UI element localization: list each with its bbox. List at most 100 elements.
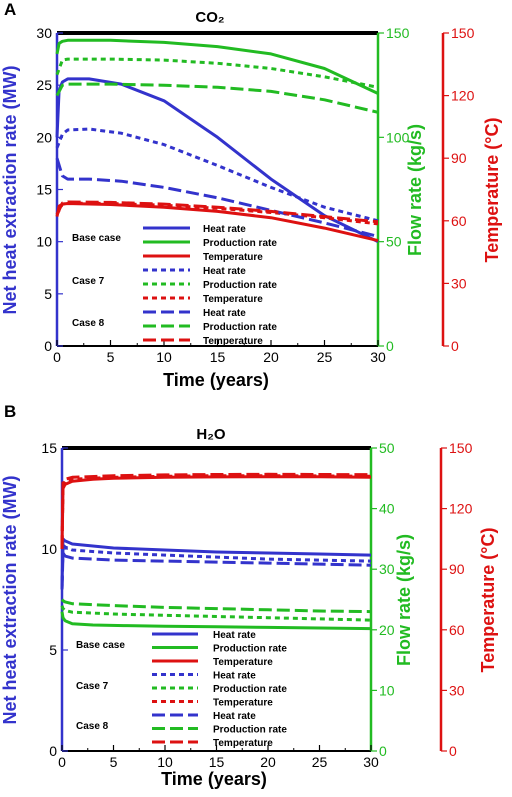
y3-axis-title: Temperature (°C): [478, 528, 498, 673]
panel-label: A: [4, 0, 16, 19]
y2-tick-label: 40: [379, 501, 395, 517]
legend: Base case Case 7 Case 8 Heat rate Production…: [72, 224, 277, 347]
series-case-7-production-rate: [60, 605, 372, 622]
series-case-8-temperature: [55, 200, 379, 224]
legend-group-label: Base case: [76, 640, 125, 651]
series-case-7-heat-rate: [60, 543, 372, 590]
y-axis-title: Net heat extraction rate (MW): [0, 65, 20, 314]
legend-item-label: Temperature: [213, 657, 273, 668]
y-tick-label: 0: [44, 338, 52, 354]
legend-item-label: Heat rate: [213, 630, 256, 641]
y-tick-label: 20: [36, 129, 52, 145]
y3-tick-label: 60: [449, 622, 465, 638]
legend-item-label: Heat rate: [213, 711, 256, 722]
series-case-7-heat-rate: [55, 127, 379, 223]
legend-item-label: Production rate: [203, 280, 277, 291]
legend-item-label: Temperature: [213, 698, 273, 709]
y2-tick-label: 0: [379, 743, 387, 759]
chart-title: H₂O: [196, 426, 225, 443]
legend-item-label: Production rate: [203, 238, 277, 249]
y2-tick-label: 150: [386, 25, 410, 41]
y3-tick-label: 150: [451, 25, 475, 41]
x-tick-label: 15: [209, 754, 225, 770]
y2-axis-title: Flow rate (kg/s): [394, 534, 414, 666]
legend-item-label: Heat rate: [203, 266, 246, 277]
series-base-case-heat-rate: [60, 537, 372, 590]
y2-tick-label: 20: [379, 622, 395, 638]
legend-item-label: Production rate: [213, 684, 287, 695]
legend-item-label: Temperature: [213, 738, 273, 749]
y-axis-title: Net heat extraction rate (MW): [0, 475, 20, 724]
x-axis-title: Time (years): [163, 370, 269, 390]
y2-tick-label: 100: [386, 129, 410, 145]
y3-tick-label: 60: [451, 213, 467, 229]
x-tick-label: 10: [156, 349, 172, 365]
series-base-case-production-rate: [60, 611, 372, 631]
series-base-case-temperature: [60, 475, 372, 550]
series-case-7-temperature: [60, 474, 372, 550]
x-tick-label: 0: [58, 754, 66, 770]
y2-axis-title: Flow rate (kg/s): [405, 124, 425, 256]
y-tick-label: 5: [44, 286, 52, 302]
x-axis-title: Time (years): [161, 769, 267, 789]
legend-group-label: Case 7: [76, 681, 109, 692]
y3-tick-label: 0: [451, 338, 459, 354]
y3-axis-title: Temperature (°C): [482, 118, 502, 263]
x-tick-label: 15: [210, 349, 226, 365]
y-tick-label: 5: [49, 642, 57, 658]
x-tick-label: 5: [107, 349, 115, 365]
x-tick-label: 30: [363, 754, 379, 770]
y3-tick-label: 120: [451, 88, 475, 104]
legend-item-label: Temperature: [203, 252, 263, 263]
x-tick-label: 5: [110, 754, 118, 770]
legend-group-label: Case 8: [72, 318, 105, 329]
legend-item-label: Production rate: [213, 644, 287, 655]
legend-group-label: Base case: [72, 233, 121, 244]
series-case-8-temperature: [60, 472, 372, 550]
legend-item-label: Temperature: [203, 336, 263, 347]
y3-tick-label: 30: [451, 275, 467, 291]
series-base-case-production-rate: [55, 38, 379, 95]
x-tick-label: 25: [317, 349, 333, 365]
x-tick-label: 30: [370, 349, 386, 365]
legend-item-label: Heat rate: [203, 308, 246, 319]
y3-tick-label: 30: [449, 682, 465, 698]
panel-label: B: [4, 402, 16, 421]
x-tick-label: 20: [260, 754, 276, 770]
legend-item-label: Heat rate: [213, 671, 256, 682]
legend-item-label: Production rate: [203, 322, 277, 333]
y2-tick-label: 10: [379, 682, 395, 698]
y2-tick-label: 50: [379, 440, 395, 456]
x-tick-label: 25: [312, 754, 328, 770]
y3-tick-label: 0: [449, 743, 457, 759]
legend-group-label: Case 8: [76, 721, 109, 732]
y-tick-label: 15: [41, 440, 57, 456]
series-case-8-heat-rate: [60, 551, 372, 590]
y-tick-label: 10: [36, 234, 52, 250]
y2-tick-label: 30: [379, 561, 395, 577]
legend-item-label: Production rate: [213, 725, 287, 736]
y2-tick-label: 50: [386, 234, 402, 250]
x-tick-label: 0: [53, 349, 61, 365]
legend: Base case Case 7 Case 8 Heat rate Production…: [76, 630, 287, 749]
series-case-7-production-rate: [55, 57, 379, 89]
legend-item-label: Temperature: [203, 294, 263, 305]
y-tick-label: 15: [36, 182, 52, 198]
series-case-8-production-rate: [55, 82, 379, 114]
chart-title: CO₂: [195, 9, 224, 26]
series-case-8-heat-rate: [55, 157, 379, 238]
y-tick-label: 10: [41, 541, 57, 557]
series-case-8-production-rate: [60, 598, 372, 614]
legend-item-label: Heat rate: [203, 224, 246, 235]
x-tick-label: 10: [157, 754, 173, 770]
y3-tick-label: 90: [451, 150, 467, 166]
y3-tick-label: 90: [449, 561, 465, 577]
y-tick-label: 25: [36, 77, 52, 93]
x-tick-label: 20: [263, 349, 279, 365]
y2-tick-label: 0: [386, 338, 394, 354]
y3-tick-label: 150: [449, 440, 473, 456]
y-tick-label: 30: [36, 25, 52, 41]
y3-tick-label: 120: [449, 501, 473, 517]
